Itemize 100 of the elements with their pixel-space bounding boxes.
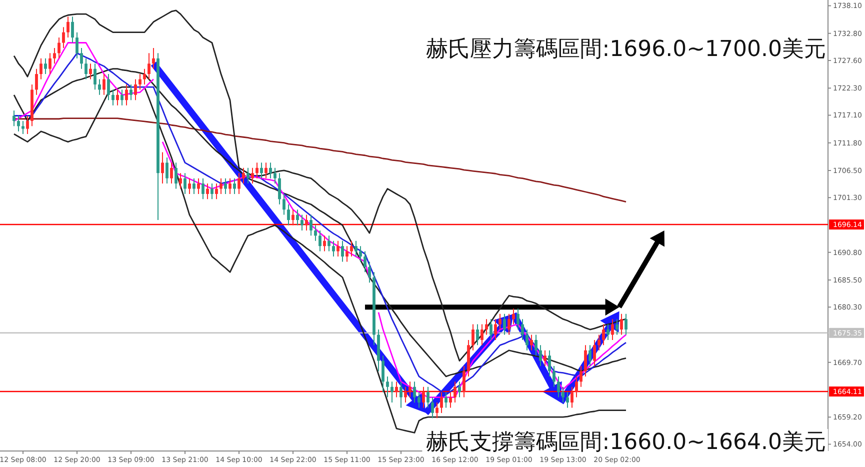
candlestick: [512, 308, 515, 325]
candlestick: [238, 172, 240, 194]
candlestick: [580, 366, 582, 388]
candlestick: [251, 167, 254, 184]
candlestick: [197, 178, 200, 194]
candlestick: [436, 402, 438, 419]
candlestick: [62, 26, 65, 48]
candlestick: [12, 110, 16, 127]
candlestick: [422, 386, 425, 408]
candlestick: [476, 324, 479, 346]
candlestick: [305, 214, 308, 231]
candlestick: [575, 376, 578, 398]
candlestick: [120, 89, 124, 106]
candlestick: [490, 318, 492, 340]
candlestick: [220, 178, 222, 194]
candlestick: [40, 58, 42, 80]
candlestick: [17, 115, 20, 132]
candlestick: [125, 84, 128, 106]
candlestick: [382, 355, 384, 393]
candlestick: [593, 339, 596, 367]
candlestick: [116, 89, 119, 106]
candlestick: [35, 68, 38, 96]
candlestick: [184, 172, 186, 194]
candlestick: [611, 318, 614, 340]
candlestick: [318, 230, 322, 252]
candlestick: [233, 178, 236, 194]
candlestick: [516, 308, 520, 330]
candlestick: [210, 183, 214, 200]
candlestick: [71, 16, 74, 44]
candlestick: [544, 350, 546, 367]
candlestick: [166, 156, 168, 184]
candlestick: [224, 178, 227, 194]
candlestick: [413, 381, 416, 404]
candlestick: [386, 376, 389, 398]
candlestick: [264, 162, 268, 179]
candlestick: [485, 318, 488, 336]
candlestick: [278, 172, 281, 205]
candlestick: [58, 37, 60, 59]
candlestick: [292, 209, 294, 226]
candlestick: [314, 224, 317, 242]
candlestick: [431, 396, 434, 419]
candlestick: [449, 392, 452, 408]
candlestick: [390, 381, 394, 404]
candlestick: [300, 214, 304, 231]
candlestick: [534, 334, 538, 356]
candlestick: [530, 334, 533, 351]
candlestick: [26, 115, 29, 134]
annotation: 赫氏支撐籌碼區間:1660.0~1664.0美元: [426, 430, 826, 455]
candlestick: [616, 318, 618, 336]
candlestick: [148, 52, 150, 80]
candlestick: [66, 16, 70, 38]
candlestick: [274, 167, 276, 184]
candlestick: [76, 32, 78, 59]
candlestick: [143, 68, 146, 85]
candlestick: [440, 392, 443, 414]
candlestick: [296, 209, 299, 226]
candlestick: [508, 313, 510, 336]
candlestick: [395, 381, 398, 398]
candlestick: [444, 392, 448, 408]
candlestick: [472, 324, 474, 351]
candlestick: [53, 47, 56, 64]
candlestick: [404, 386, 407, 404]
candlestick: [462, 366, 466, 398]
candlestick: [22, 120, 24, 134]
candlestick: [364, 250, 366, 273]
candlestick: [454, 381, 456, 404]
candlestick: [44, 58, 47, 75]
candlestick: [602, 324, 605, 346]
candlestick: [494, 318, 497, 340]
candlestick: [588, 344, 592, 367]
candlestick: [206, 183, 209, 200]
candlestick: [624, 313, 628, 336]
candlestick: [341, 240, 344, 262]
candlestick: [426, 386, 430, 408]
candlestick: [310, 214, 312, 236]
candlestick: [526, 329, 528, 351]
candlestick: [80, 47, 83, 70]
candlestick: [570, 386, 574, 408]
candlestick: [202, 178, 204, 200]
candlestick: [584, 344, 587, 377]
candlestick: [112, 89, 114, 106]
candlestick: [107, 74, 110, 101]
candlestick: [458, 381, 461, 398]
candlestick: [400, 381, 402, 408]
candlestick: [557, 376, 560, 398]
candlestick: [346, 246, 348, 262]
candlestick: [102, 74, 106, 96]
candlestick: [282, 193, 286, 216]
candlestick: [566, 392, 569, 408]
candlestick: [606, 324, 610, 340]
candlestick: [98, 78, 101, 96]
candlestick: [161, 152, 164, 184]
candlestick: [246, 167, 250, 184]
candlestick: [598, 334, 600, 351]
candlestick: [89, 63, 92, 80]
candlestick: [328, 235, 330, 252]
candlestick: [242, 167, 245, 184]
annotation: 赫氏壓力籌碼區間:1696.0~1700.0美元: [426, 37, 826, 62]
candlestick: [521, 318, 524, 340]
candlestick: [215, 183, 218, 200]
